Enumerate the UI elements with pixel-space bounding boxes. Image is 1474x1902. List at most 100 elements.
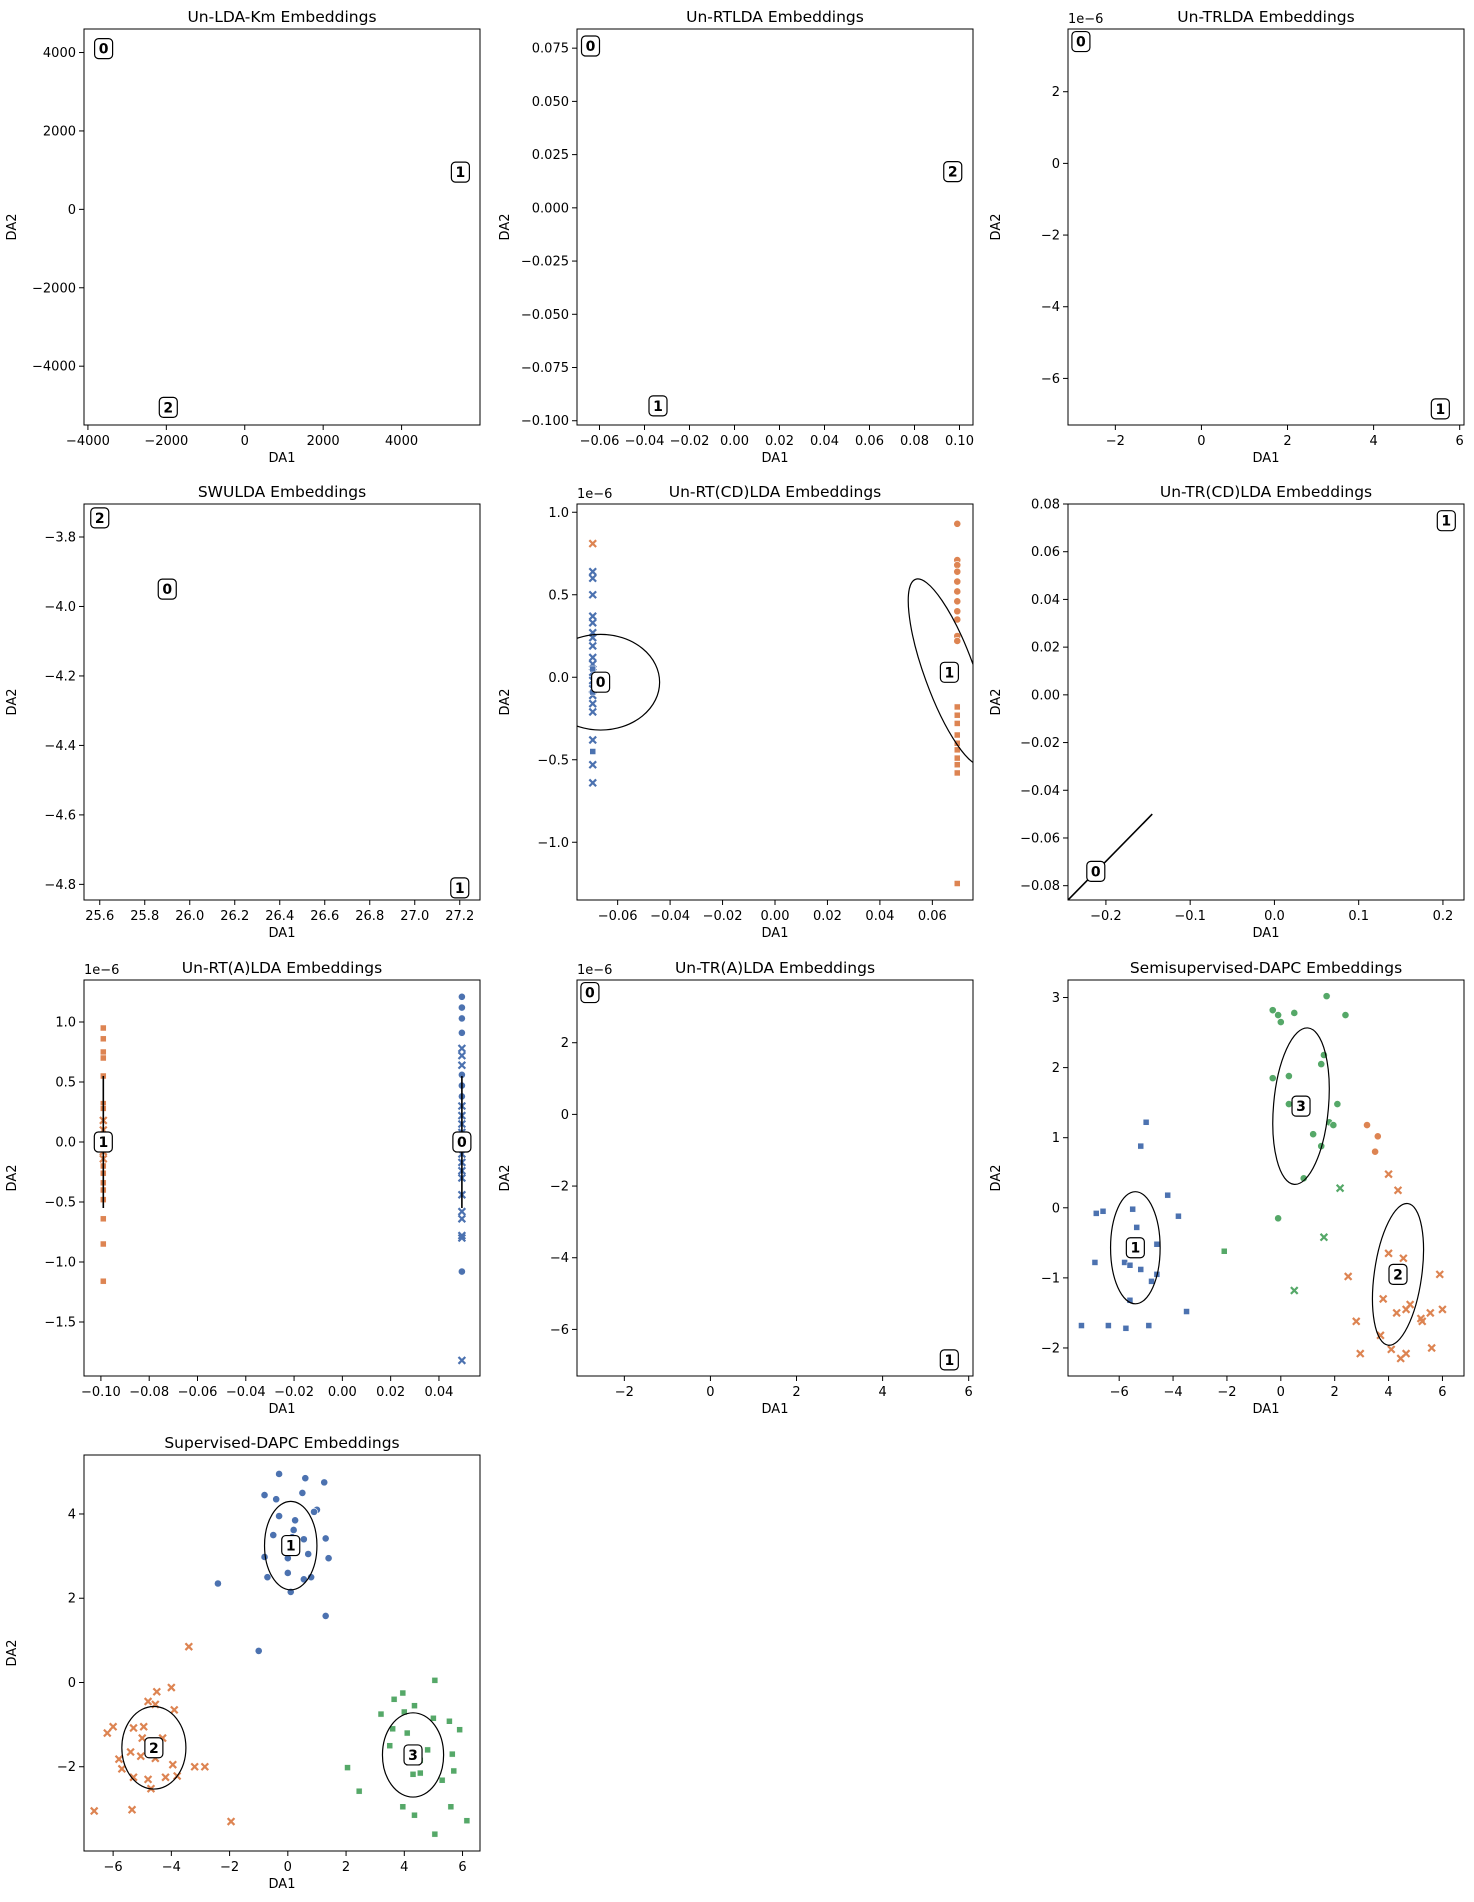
data-point bbox=[272, 1495, 281, 1504]
data-point bbox=[953, 597, 962, 606]
x-tick-label: −0.06 bbox=[580, 434, 620, 449]
centroid-box bbox=[93, 1131, 113, 1153]
x-tick-label: −6 bbox=[104, 1860, 123, 1875]
centroid-label: 2 bbox=[149, 1741, 159, 1757]
y-tick-label: 4000 bbox=[43, 46, 76, 61]
plot-title: Un-TR(CD)LDA Embeddings bbox=[1160, 483, 1372, 501]
data-point bbox=[399, 1803, 407, 1811]
x-tick-label: 4 bbox=[1369, 434, 1377, 449]
centroid-label: 1 bbox=[286, 1539, 296, 1555]
data-point bbox=[588, 699, 597, 708]
y-tick-label: 0.0 bbox=[55, 1136, 76, 1151]
data-point bbox=[954, 711, 961, 719]
data-point bbox=[953, 577, 962, 586]
x-tick-label: −0.10 bbox=[81, 1385, 121, 1400]
y-tick-label: 2000 bbox=[43, 124, 76, 139]
centroid-label: 1 bbox=[945, 665, 955, 681]
y-tick-label: −0.5 bbox=[537, 753, 569, 768]
data-point bbox=[1137, 1266, 1144, 1273]
subplot-8: Semisupervised-DAPC Embeddings −6 −4 −2 0 2 4 6… bbox=[989, 959, 1465, 1417]
centroid-label: 1 bbox=[944, 1353, 954, 1369]
data-point bbox=[170, 1705, 179, 1715]
y-tick-label: 3 bbox=[1052, 991, 1060, 1006]
data-point bbox=[129, 1723, 138, 1733]
data-point bbox=[321, 1534, 330, 1543]
data-point bbox=[298, 1489, 307, 1497]
subplot-5: Un-TR(CD)LDA Embeddings −0.2 −0.1 0.0 0.1 0.2… bbox=[989, 483, 1465, 941]
data-point bbox=[588, 539, 597, 548]
plot-title: Supervised-DAPC Embeddings bbox=[164, 1434, 399, 1452]
data-point bbox=[457, 992, 466, 1001]
x-axis-label: DA1 bbox=[762, 451, 789, 466]
x-tick-label: −4000 bbox=[66, 434, 110, 449]
y-axis-label: DA2 bbox=[5, 214, 20, 241]
y-tick-label: −1.0 bbox=[537, 836, 569, 851]
data-point bbox=[126, 1747, 135, 1757]
x-tick-label: 25.6 bbox=[85, 909, 114, 924]
data-point bbox=[301, 1474, 310, 1483]
y-tick-label: −2000 bbox=[32, 281, 76, 296]
x-tick-label: −0.06 bbox=[598, 909, 638, 924]
plot-title: Un-RT(A)LDA Embeddings bbox=[182, 959, 382, 977]
data-point bbox=[457, 1356, 467, 1365]
x-tick-label: 26.2 bbox=[220, 909, 249, 924]
data-point bbox=[588, 618, 597, 627]
centroid-box bbox=[158, 396, 178, 418]
plot-frame bbox=[1067, 979, 1465, 1377]
centroid-label: 0 bbox=[596, 675, 606, 691]
y-tick-label: 0.5 bbox=[55, 1076, 76, 1091]
x-tick-label: −0.02 bbox=[703, 909, 743, 924]
cluster-ellipse bbox=[577, 633, 661, 731]
data-point bbox=[1363, 1121, 1371, 1129]
data-point bbox=[1341, 1011, 1350, 1019]
data-point bbox=[139, 1722, 148, 1731]
y-tick-label: 0.050 bbox=[532, 95, 569, 110]
y-tick-label: −0.5 bbox=[44, 1196, 76, 1211]
data-point bbox=[275, 1512, 283, 1520]
centroid-label: 0 bbox=[457, 1135, 467, 1151]
y-tick-label: −4.8 bbox=[44, 878, 76, 893]
y-tick-label: 0.0 bbox=[548, 671, 569, 686]
y-tick-label: −0.04 bbox=[1020, 784, 1060, 799]
data-point bbox=[589, 665, 596, 673]
data-point bbox=[409, 1771, 417, 1778]
plot-frame bbox=[83, 1454, 481, 1852]
data-point bbox=[260, 1491, 269, 1499]
x-tick-label: 6 bbox=[965, 1385, 973, 1400]
data-point bbox=[1435, 1270, 1444, 1279]
centroid-box bbox=[144, 1737, 164, 1759]
data-point bbox=[100, 1035, 107, 1043]
x-tick-label: 2 bbox=[1331, 1385, 1339, 1400]
cluster-ellipse bbox=[121, 1705, 187, 1790]
data-point bbox=[283, 1569, 292, 1577]
x-tick-label: −2 bbox=[1217, 1385, 1236, 1400]
data-point bbox=[1438, 1305, 1447, 1314]
centroid-box bbox=[450, 161, 470, 183]
plot-title: Un-RT(CD)LDA Embeddings bbox=[669, 483, 882, 501]
data-point bbox=[588, 653, 597, 662]
data-point bbox=[457, 1231, 467, 1240]
x-tick-label: 26.6 bbox=[310, 909, 339, 924]
plot-frame bbox=[576, 28, 974, 426]
data-point bbox=[1099, 1208, 1107, 1215]
y-tick-label: 1.0 bbox=[548, 506, 569, 521]
data-point bbox=[953, 519, 962, 528]
y-tick-label: −4.2 bbox=[44, 669, 76, 684]
centroid-box bbox=[452, 1131, 472, 1153]
centroid-box bbox=[157, 578, 177, 600]
x-tick-label: −2 bbox=[1106, 434, 1125, 449]
data-point bbox=[954, 720, 961, 727]
data-point bbox=[1268, 1074, 1277, 1083]
y-tick-label: 2 bbox=[68, 1592, 76, 1607]
x-tick-label: 0.04 bbox=[865, 909, 894, 924]
data-point bbox=[1399, 1254, 1408, 1263]
plot-title: SWULDA Embeddings bbox=[198, 483, 366, 501]
x-tick-label: 0.04 bbox=[810, 434, 839, 449]
y-tick-label: −4.0 bbox=[44, 600, 76, 615]
centroid-label: 2 bbox=[163, 400, 173, 416]
x-tick-label: 2 bbox=[1283, 434, 1291, 449]
data-point bbox=[457, 1061, 467, 1070]
centroid-box bbox=[1125, 1237, 1145, 1259]
centroid-label: 2 bbox=[1393, 1267, 1403, 1283]
y-tick-label: −4 bbox=[1041, 300, 1060, 315]
